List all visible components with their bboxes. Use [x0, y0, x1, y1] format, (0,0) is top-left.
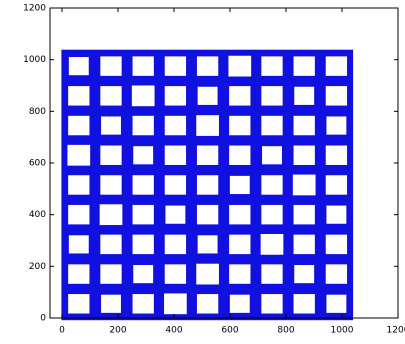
point [130, 113, 157, 138]
point [323, 143, 350, 168]
point [98, 292, 124, 316]
point [323, 113, 349, 138]
point [291, 232, 318, 257]
point [258, 261, 286, 287]
point [291, 84, 317, 108]
point [130, 291, 157, 317]
point [195, 232, 221, 256]
point [259, 143, 285, 167]
point [226, 232, 253, 257]
point [162, 53, 189, 79]
point [227, 292, 253, 316]
point [193, 261, 222, 287]
point [130, 232, 157, 257]
point [98, 113, 124, 138]
point [225, 53, 254, 79]
point [65, 83, 92, 109]
point [258, 291, 286, 317]
point [193, 112, 222, 139]
point [258, 172, 286, 198]
point [194, 143, 221, 168]
point [97, 83, 125, 109]
point [194, 202, 221, 227]
point [290, 172, 319, 198]
point [291, 53, 318, 79]
point [194, 291, 221, 317]
point [258, 231, 286, 258]
point [66, 232, 92, 256]
point [130, 172, 157, 198]
point [130, 202, 157, 227]
point [291, 291, 318, 317]
point [97, 143, 125, 168]
point [65, 113, 92, 138]
point [162, 83, 189, 109]
y-tick-label: 200 [29, 262, 46, 272]
point [162, 143, 189, 168]
point [194, 53, 221, 79]
point [97, 172, 125, 198]
point [129, 82, 158, 109]
point [323, 172, 350, 198]
point [323, 53, 350, 79]
point [291, 262, 317, 286]
point [226, 83, 253, 109]
point [130, 143, 156, 167]
point [65, 202, 92, 227]
y-tick-label: 400 [29, 210, 46, 220]
point [291, 202, 318, 227]
point [65, 172, 92, 198]
point [162, 113, 189, 138]
point [97, 232, 125, 257]
point [66, 54, 92, 78]
point [194, 172, 221, 198]
y-tick-label: 800 [29, 107, 46, 117]
point [226, 143, 253, 168]
point [227, 173, 253, 197]
point [162, 172, 189, 198]
x-tick-label: 800 [277, 326, 294, 336]
point [323, 232, 350, 257]
x-tick-label: 200 [109, 326, 126, 336]
x-tick-label: 600 [221, 326, 238, 336]
point [226, 261, 253, 287]
point [323, 292, 349, 316]
y-tick-label: 1200 [23, 4, 46, 14]
point [258, 83, 286, 109]
point [65, 261, 92, 287]
point [64, 142, 93, 169]
x-tick-label: 0 [59, 326, 65, 336]
point [97, 261, 125, 287]
point [258, 113, 286, 138]
point [258, 53, 286, 79]
x-tick-label: 400 [165, 326, 182, 336]
point [226, 113, 253, 138]
y-tick-label: 0 [40, 314, 46, 324]
point [226, 202, 253, 227]
x-tick-label: 1200 [387, 326, 405, 336]
point [162, 261, 189, 287]
point [323, 83, 350, 109]
point [161, 290, 190, 317]
point [162, 232, 189, 257]
point [291, 113, 318, 138]
point [323, 261, 350, 287]
point [130, 262, 156, 286]
point [130, 53, 157, 79]
point [97, 201, 125, 228]
point [195, 84, 221, 108]
x-tick-label: 1000 [331, 326, 354, 336]
point [65, 291, 92, 317]
point [323, 203, 349, 227]
point [258, 202, 286, 227]
y-tick-label: 600 [29, 159, 46, 169]
point [97, 53, 125, 79]
point [291, 143, 318, 168]
point [162, 203, 188, 227]
y-tick-label: 1000 [23, 55, 46, 65]
